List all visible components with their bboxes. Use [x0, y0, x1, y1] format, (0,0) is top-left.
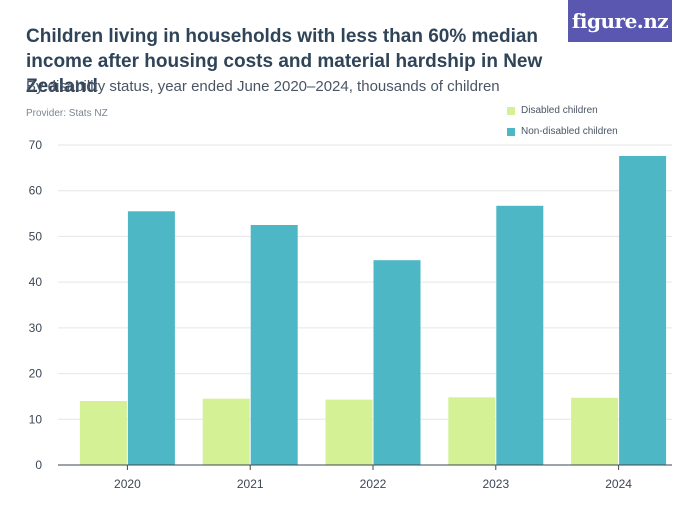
bar-disabled-2020 — [79, 401, 127, 465]
bar-non-disabled-2021 — [250, 225, 298, 465]
bar-disabled-2024 — [571, 397, 619, 465]
x-tick-label-2023: 2023 — [482, 477, 509, 491]
bar-non-disabled-2020 — [127, 211, 175, 465]
bars — [79, 155, 667, 466]
y-tick-label-20: 20 — [29, 367, 43, 381]
figure-nz-logo[interactable]: figure.nz — [568, 0, 672, 42]
x-tick-label-2024: 2024 — [605, 477, 632, 491]
chart-legend: Disabled children Non-disabled children — [507, 100, 618, 142]
legend-label-non-disabled: Non-disabled children — [521, 126, 618, 137]
bar-disabled-2023 — [448, 397, 496, 465]
provider-label: Provider: Stats NZ — [26, 108, 108, 119]
y-tick-label-10: 10 — [29, 412, 43, 426]
bar-non-disabled-2024 — [619, 155, 667, 465]
y-tick-label-40: 40 — [29, 275, 43, 289]
chart-title: Children living in households with less … — [26, 26, 543, 97]
x-tick-label-2022: 2022 — [360, 477, 387, 491]
legend-swatch-non-disabled — [507, 127, 515, 136]
bar-disabled-2021 — [202, 398, 250, 465]
legend-swatch-disabled — [507, 106, 515, 115]
legend-label-disabled: Disabled children — [521, 105, 598, 116]
legend-item-disabled: Disabled children — [507, 100, 618, 121]
y-tick-label-30: 30 — [29, 321, 43, 335]
axes: 0 10 20 30 40 50 60 70 2020 2021 2022 2023 2024 — [29, 138, 672, 491]
legend-item-non-disabled: Non-disabled children — [507, 121, 618, 142]
bar-non-disabled-2022 — [373, 260, 421, 465]
bar-disabled-2022 — [325, 399, 373, 465]
x-tick-label-2021: 2021 — [237, 477, 264, 491]
y-tick-label-70: 70 — [29, 138, 43, 152]
x-tick-label-2020: 2020 — [114, 477, 141, 491]
chart-subtitle: By disability status, year ended June 20… — [26, 78, 500, 95]
bar-non-disabled-2023 — [496, 205, 544, 466]
y-tick-label-50: 50 — [29, 229, 43, 243]
y-tick-label-0: 0 — [35, 458, 42, 472]
y-tick-label-60: 60 — [29, 184, 43, 198]
